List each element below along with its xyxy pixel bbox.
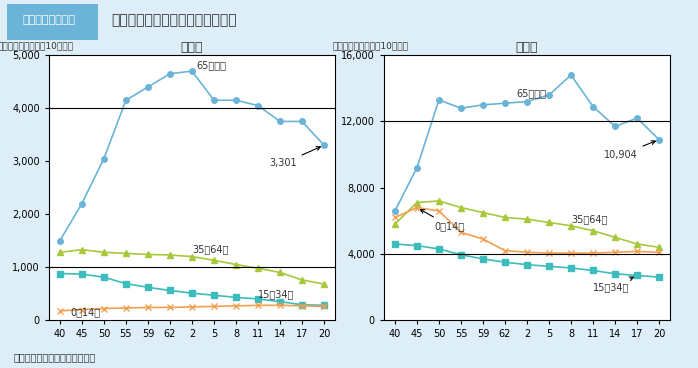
Text: 65歳以上: 65歳以上: [516, 89, 546, 99]
Text: 図１－２－３－６: 図１－２－３－６: [22, 15, 75, 25]
Text: 年齢階級別にみた受療率の推移: 年齢階級別にみた受療率の推移: [112, 13, 237, 27]
Text: 35～64歳: 35～64歳: [192, 244, 228, 254]
Text: 3,301: 3,301: [269, 147, 320, 169]
Title: 外　来: 外 来: [516, 41, 538, 54]
Bar: [7, 4, 98, 40]
Text: 0～14歳: 0～14歳: [71, 307, 101, 317]
Text: 資料：厚生労働省「患者調査」: 資料：厚生労働省「患者調査」: [14, 353, 96, 362]
Text: 15～34歳: 15～34歳: [258, 289, 295, 300]
Text: 0～14歳: 0～14歳: [420, 209, 465, 231]
Title: 入　院: 入 院: [181, 41, 203, 54]
Text: 15～34歳: 15～34歳: [593, 277, 633, 292]
Text: （各年齢階級別人口10万対）: （各年齢階級別人口10万対）: [332, 41, 408, 50]
Text: 35～64歳: 35～64歳: [571, 215, 607, 224]
Text: 65歳以上: 65歳以上: [196, 60, 226, 70]
Text: 10,904: 10,904: [604, 141, 655, 160]
Text: （各年齢階級別人口10万対）: （各年齢階級別人口10万対）: [0, 41, 73, 50]
